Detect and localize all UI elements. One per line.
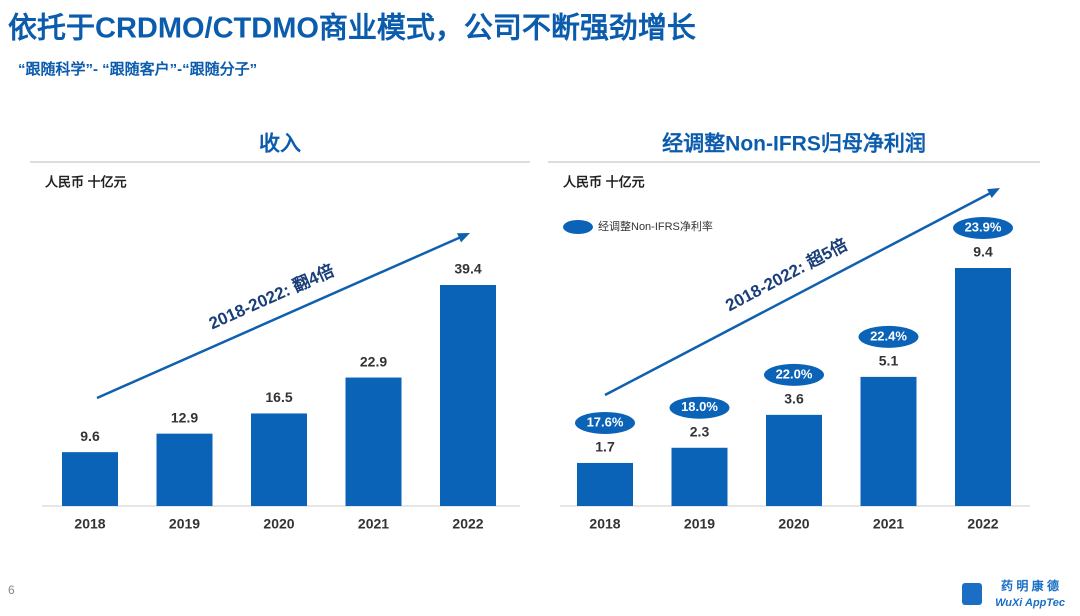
margin-pill bbox=[575, 411, 635, 434]
x-tick-label: 2019 bbox=[169, 516, 200, 532]
logo-icon bbox=[962, 583, 982, 605]
margin-label: 17.6% bbox=[587, 414, 624, 429]
x-tick-label: 2022 bbox=[967, 516, 998, 532]
value-label: 12.9 bbox=[171, 409, 198, 425]
bar bbox=[440, 285, 496, 506]
bar bbox=[766, 414, 822, 506]
margin-pill bbox=[669, 396, 730, 419]
x-tick-label: 2018 bbox=[589, 516, 620, 532]
bar bbox=[345, 377, 402, 506]
logo: 药 明 康 德 WuXi AppTec bbox=[962, 578, 1065, 609]
unit-label: 人民币 十亿元 bbox=[45, 174, 127, 189]
bar bbox=[860, 376, 917, 506]
value-label: 39.4 bbox=[454, 261, 481, 277]
value-label: 9.4 bbox=[973, 244, 993, 260]
slide-title: 依托于CRDMO/CTDMO商业模式，公司不断强劲增长 bbox=[8, 12, 697, 45]
page-number: 6 bbox=[8, 583, 15, 597]
value-label: 9.6 bbox=[80, 428, 100, 444]
logo-cn: 药 明 康 德 bbox=[1001, 578, 1059, 593]
value-label: 3.6 bbox=[784, 391, 804, 407]
legend-label: 经调整Non-IFRS净利率 bbox=[598, 219, 713, 233]
value-label: 22.9 bbox=[360, 353, 387, 369]
bar bbox=[671, 447, 728, 506]
trend-arrow bbox=[604, 190, 994, 397]
x-tick-label: 2018 bbox=[74, 516, 105, 532]
bar bbox=[577, 462, 633, 506]
margin-pill bbox=[953, 217, 1013, 239]
x-tick-label: 2021 bbox=[358, 516, 389, 532]
value-label: 2.3 bbox=[690, 423, 710, 439]
unit-label: 人民币 十亿元 bbox=[563, 174, 645, 189]
logo-en: WuXi AppTec bbox=[995, 597, 1065, 609]
margin-label: 18.0% bbox=[681, 399, 718, 414]
trend-annotation: 2018-2022: 超5倍 bbox=[722, 234, 851, 315]
margin-pill bbox=[858, 325, 919, 348]
margin-label: 22.0% bbox=[776, 366, 813, 381]
value-label: 16.5 bbox=[265, 389, 292, 405]
x-tick-label: 2020 bbox=[778, 516, 809, 532]
bar bbox=[251, 413, 307, 506]
bar bbox=[955, 268, 1011, 506]
trend-arrow bbox=[96, 235, 464, 400]
x-tick-label: 2021 bbox=[873, 516, 904, 532]
legend-swatch bbox=[563, 220, 593, 234]
chart-title: 收入 bbox=[259, 132, 301, 156]
margin-pill bbox=[764, 363, 824, 386]
x-tick-label: 2022 bbox=[452, 516, 483, 532]
slide-subtitle: “跟随科学”- “跟随客户”-“跟随分子” bbox=[18, 60, 257, 78]
bar bbox=[62, 452, 118, 506]
trend-annotation: 2018-2022: 翻4倍 bbox=[206, 260, 338, 333]
value-label: 5.1 bbox=[879, 353, 899, 369]
x-tick-label: 2019 bbox=[684, 516, 715, 532]
x-tick-label: 2020 bbox=[263, 516, 294, 532]
chart-title: 经调整Non-IFRS归母净利润 bbox=[662, 132, 926, 156]
arrow-head bbox=[987, 188, 1000, 198]
bar bbox=[156, 433, 213, 506]
margin-label: 22.4% bbox=[870, 328, 907, 343]
value-label: 1.7 bbox=[595, 439, 615, 455]
arrow-head bbox=[457, 233, 470, 243]
margin-label: 23.9% bbox=[965, 219, 1002, 234]
